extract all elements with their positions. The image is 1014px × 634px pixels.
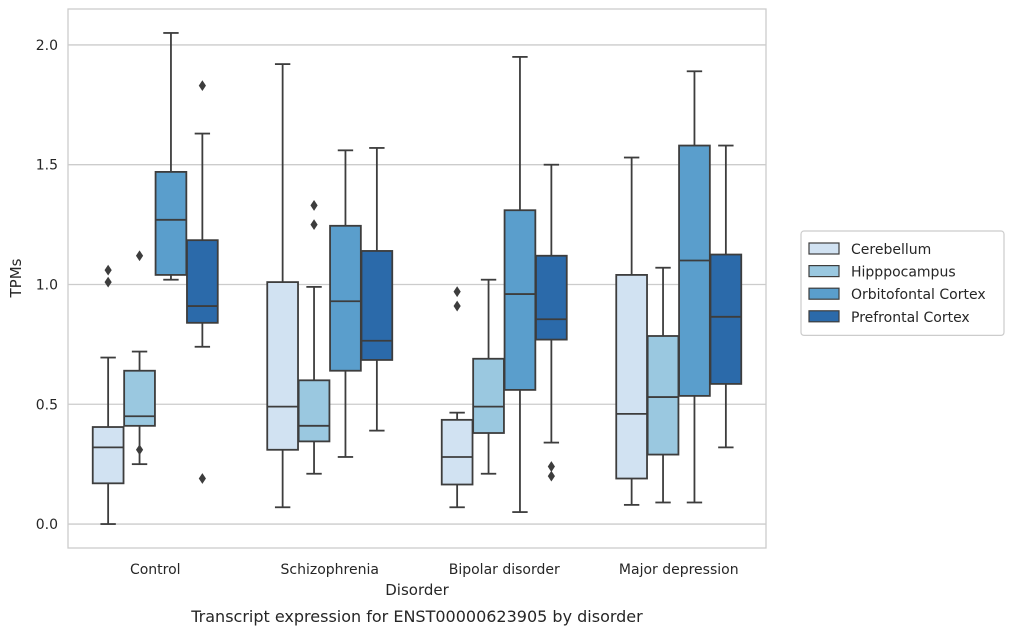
x-tick-label: Control [130, 562, 181, 578]
box-iqr [266, 281, 299, 451]
y-axis-label: TPMs [7, 258, 25, 298]
outlier-point [453, 286, 461, 298]
box-iqr [91, 426, 125, 485]
box-hipppocampus [123, 250, 156, 466]
legend-frame [800, 230, 1005, 337]
box-orbitofontal-cortex [678, 70, 711, 504]
box-orbitofontal-cortex [154, 32, 188, 281]
box-iqr [154, 170, 188, 276]
box-prefrontal-cortex [709, 144, 743, 449]
box-iqr [440, 418, 474, 486]
box-iqr [646, 335, 680, 456]
box-orbitofontal-cortex [329, 149, 362, 458]
outlier-point [104, 264, 112, 276]
box-iqr [535, 254, 568, 341]
box-hipppocampus [646, 266, 680, 504]
legend-label: Prefrontal Cortex [851, 310, 970, 326]
legend-label: Cerebellum [851, 242, 931, 258]
outlier-point [135, 250, 144, 262]
legend-label: Orbitofontal Cortex [851, 287, 986, 303]
outlier-point [198, 80, 206, 92]
box-iqr [360, 250, 394, 361]
outlier-point [547, 461, 555, 472]
x-tick-label: Schizophrenia [281, 562, 379, 578]
y-tick-label: 0.0 [36, 517, 58, 533]
outlier-point [310, 219, 318, 230]
box-iqr [297, 379, 331, 443]
box-iqr [615, 274, 648, 480]
box-iqr [709, 253, 743, 385]
box-hipppocampus [297, 200, 331, 475]
box-iqr [503, 209, 537, 391]
legend-swatch [808, 287, 840, 300]
box-hipppocampus [472, 278, 505, 475]
box-prefrontal-cortex [535, 163, 568, 482]
x-tick-label: Bipolar disorder [449, 562, 560, 578]
box-prefrontal-cortex [360, 147, 394, 432]
outlier-point [310, 200, 318, 211]
x-tick-labels: Control Schizophrenia Bipolar disorder Majo… [130, 562, 739, 578]
plot-frame [67, 8, 767, 549]
box-iqr [678, 144, 711, 397]
chart-title: Transcript expression for ENST0000062390… [190, 607, 643, 626]
legend-label: Hipppocampus [851, 265, 956, 281]
outlier-point [547, 470, 555, 482]
y-tick-label: 1.0 [36, 277, 58, 293]
legend-swatch [808, 265, 840, 278]
box-series [91, 32, 743, 525]
outlier-point [104, 276, 112, 288]
y-tick-label: 1.5 [36, 158, 58, 174]
legend-swatch [808, 310, 840, 323]
x-tick-label: Major depression [619, 562, 739, 578]
box-cerebellum [615, 156, 648, 506]
box-prefrontal-cortex [186, 80, 219, 484]
y-tick-label: 2.0 [36, 38, 58, 54]
legend: Cerebellum Hipppocampus Orbitofontal Corte… [800, 230, 1005, 337]
outlier-point [135, 444, 144, 456]
y-tick-labels: 0.0 0.5 1.0 1.5 2.0 [36, 38, 58, 533]
box-orbitofontal-cortex [503, 56, 537, 513]
box-iqr [329, 224, 362, 372]
box-iqr [123, 369, 156, 427]
box-cerebellum [91, 264, 125, 525]
box-iqr [472, 357, 505, 434]
outlier-point [453, 300, 461, 312]
box-cerebellum [440, 286, 474, 509]
y-tick-label: 0.5 [36, 397, 58, 413]
box-iqr [186, 239, 219, 324]
legend-swatch [808, 242, 840, 255]
outlier-point [198, 473, 206, 484]
box-cerebellum [266, 63, 299, 509]
x-axis-label: Disorder [385, 581, 449, 599]
